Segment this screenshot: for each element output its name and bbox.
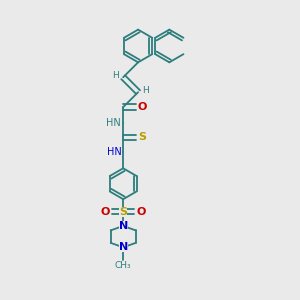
Text: HN: HN xyxy=(107,147,122,157)
Text: O: O xyxy=(136,207,146,217)
Text: N: N xyxy=(118,242,128,252)
Text: H: H xyxy=(112,71,119,80)
Text: N: N xyxy=(118,221,128,231)
Text: S: S xyxy=(119,207,127,217)
Text: H: H xyxy=(142,86,149,95)
Text: O: O xyxy=(101,207,110,217)
Text: O: O xyxy=(137,102,147,112)
Text: CH₃: CH₃ xyxy=(115,261,131,270)
Text: S: S xyxy=(138,132,146,142)
Text: HN: HN xyxy=(106,118,121,128)
